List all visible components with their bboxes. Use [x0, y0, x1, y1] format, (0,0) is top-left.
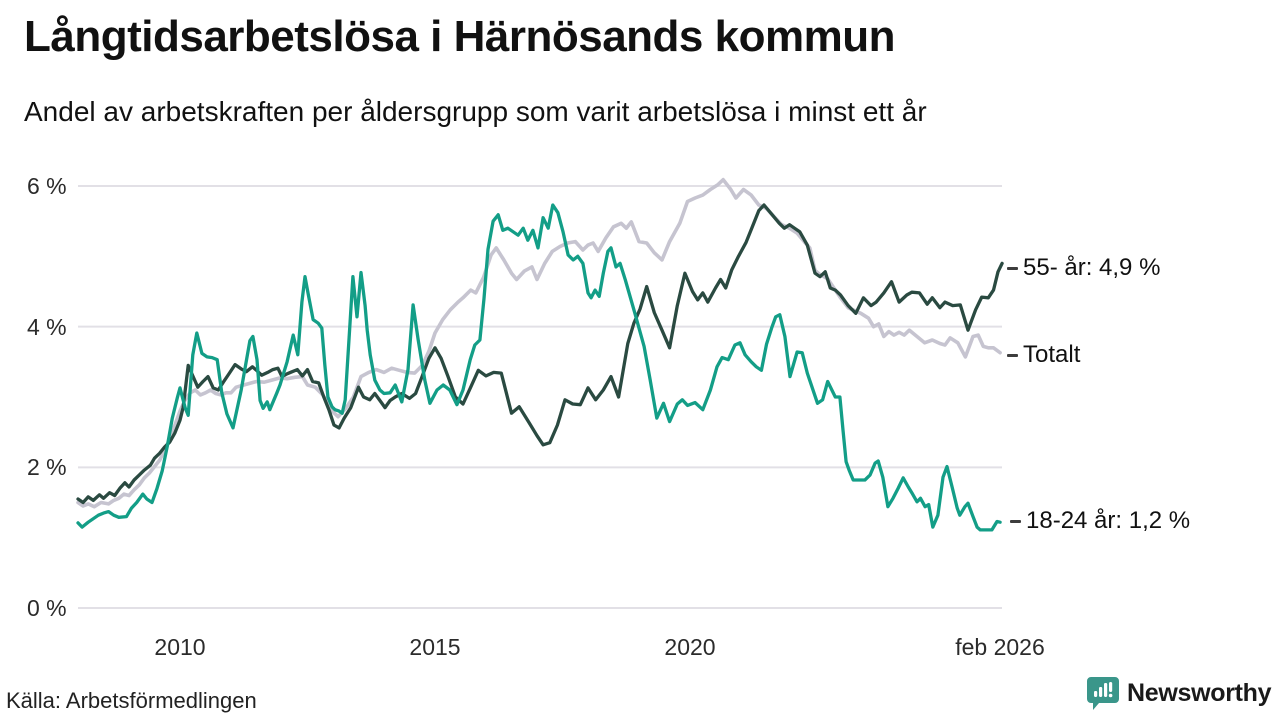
series-label-18-24: 18-24 år: 1,2 %: [1026, 507, 1191, 534]
y-axis-tick-6: 6 %: [27, 173, 67, 199]
label-leader-dash-55: [1007, 267, 1018, 270]
x-axis-tick-2010: 2010: [154, 634, 206, 660]
y-axis-tick-4: 4 %: [27, 314, 67, 340]
label-leader-dash-totalt: [1007, 354, 1018, 357]
newsworthy-logo-text: Newsworthy: [1127, 678, 1272, 707]
newsworthy-logo-icon: [1087, 675, 1120, 711]
series-label-totalt: Totalt: [1023, 341, 1081, 368]
x-axis-tick-2020: 2020: [664, 634, 716, 660]
page-subtitle: Andel av arbetskraften per åldersgrupp s…: [24, 96, 927, 127]
newsworthy-logo: Newsworthy: [1087, 675, 1272, 711]
source-note: Källa: Arbetsförmedlingen: [6, 688, 257, 713]
label-leader-dash-18-24: [1010, 520, 1021, 523]
x-axis-tick-2015: 2015: [409, 634, 461, 660]
series-line-55-r: [76, 203, 1004, 505]
series-line-18-24-r: [76, 203, 1002, 532]
page-title: Långtidsarbetslösa i Härnösands kommun: [24, 12, 895, 61]
series-label-55: 55- år: 4,9 %: [1023, 254, 1161, 281]
x-axis-tick-feb2026: feb 2026: [955, 634, 1045, 660]
y-axis-tick-0: 0 %: [27, 595, 67, 621]
series-line-totalt: [76, 177, 1002, 509]
y-axis-tick-2: 2 %: [27, 454, 67, 480]
